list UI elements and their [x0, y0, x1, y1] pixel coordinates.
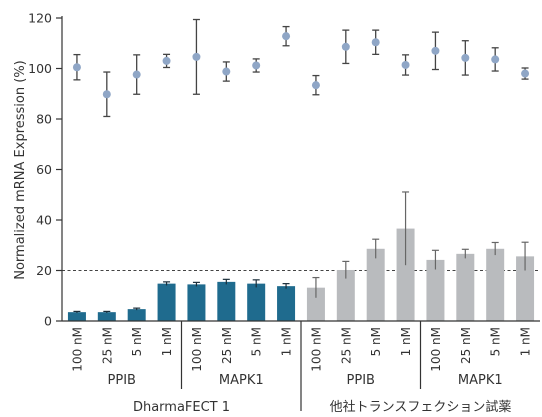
bar	[67, 312, 86, 321]
x-tick-label: 5 nM	[369, 327, 383, 356]
y-tick-label: 100	[28, 61, 52, 76]
y-tick-label: 120	[28, 11, 52, 26]
bar	[217, 281, 236, 321]
data-point	[341, 42, 350, 51]
subgroup-label: MAPK1	[458, 373, 503, 388]
x-tick-label: 1 nM	[519, 327, 533, 356]
bar	[277, 286, 296, 321]
y-tick-label: 40	[36, 213, 52, 228]
x-tick-label: 1 nM	[399, 327, 413, 356]
y-tick-label: 80	[36, 112, 52, 127]
bar-layer	[67, 191, 535, 321]
bar	[157, 283, 176, 321]
x-tick-label: 25 nM	[220, 327, 234, 364]
data-point	[431, 46, 440, 55]
bar	[516, 256, 535, 321]
x-tick-label: 25 nM	[100, 327, 114, 364]
data-point	[461, 53, 470, 62]
bar	[396, 228, 415, 321]
bar	[456, 253, 475, 321]
y-tick-label: 20	[36, 263, 52, 278]
x-tick-label: 100 nM	[429, 327, 443, 372]
data-point	[72, 63, 81, 72]
data-point	[252, 61, 261, 70]
bar	[187, 284, 206, 321]
x-tick-label: 100 nM	[309, 327, 323, 372]
data-point	[282, 32, 291, 41]
group-label: 他社トランスフェクション試薬	[330, 399, 512, 415]
x-tick-label: 5 nM	[250, 327, 264, 356]
data-point	[132, 70, 141, 79]
label-layer: 100 nM 25 nM 5 nM 1 nM 100 nM 25 nM 5 nM 1 nM 10…	[70, 327, 532, 415]
bar	[426, 259, 445, 321]
data-point	[311, 81, 320, 90]
subgroup-label: PPIB	[108, 373, 136, 388]
y-tick-label: 0	[44, 314, 52, 329]
bar	[306, 287, 325, 321]
subgroup-label: PPIB	[347, 373, 375, 388]
bar	[247, 283, 266, 321]
data-point	[222, 67, 231, 76]
data-point	[192, 52, 201, 61]
bar	[366, 248, 385, 321]
axis-layer: 0 20 40 60 80 100 120	[28, 11, 540, 411]
data-point	[162, 56, 171, 65]
data-point	[401, 60, 410, 69]
data-point	[102, 90, 111, 99]
x-tick-label: 5 nM	[130, 327, 144, 356]
x-tick-label: 100 nM	[70, 327, 84, 372]
x-tick-label: 1 nM	[280, 327, 294, 356]
data-point	[371, 38, 380, 47]
x-tick-label: 5 nM	[489, 327, 503, 356]
bar	[336, 269, 355, 321]
y-tick-label: 60	[36, 162, 52, 177]
x-tick-label: 25 nM	[459, 327, 473, 364]
bar	[97, 312, 116, 321]
x-tick-label: 1 nM	[160, 327, 174, 356]
x-tick-label: 25 nM	[339, 327, 353, 364]
y-axis-label: Normalized mRNA Expression (%)	[13, 60, 28, 280]
point-layer	[72, 18, 530, 118]
subgroup-label: MAPK1	[219, 373, 264, 388]
data-point	[521, 69, 530, 78]
bar	[486, 248, 505, 321]
bar	[127, 309, 146, 321]
x-tick-label: 100 nM	[190, 327, 204, 372]
group-label: DharmaFECT 1	[133, 400, 230, 415]
data-point	[491, 55, 500, 64]
